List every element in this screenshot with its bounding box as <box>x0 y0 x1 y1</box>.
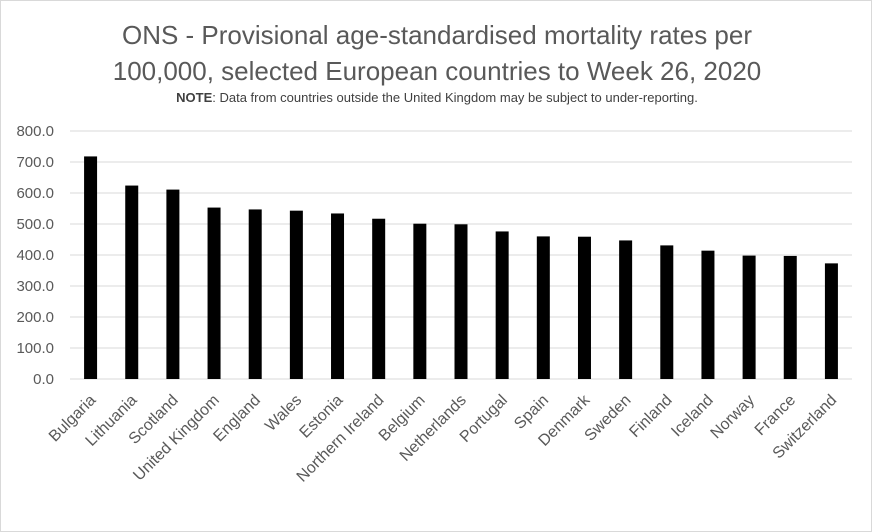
y-tick-label: 700.0 <box>16 154 54 171</box>
bar <box>619 240 633 379</box>
bar <box>660 245 674 379</box>
note-label: NOTE <box>176 90 213 105</box>
bar <box>742 255 756 379</box>
bar <box>454 224 468 379</box>
bar <box>783 255 797 379</box>
bar <box>248 209 262 379</box>
chart-note: NOTE: Data from countries outside the Un… <box>1 90 872 105</box>
y-tick-label: 800.0 <box>16 123 54 140</box>
y-tick-label: 500.0 <box>16 216 54 233</box>
chart-title-line-2: 100,000, selected European countries to … <box>112 56 762 86</box>
bar <box>536 236 550 379</box>
bar <box>413 223 427 379</box>
bar <box>331 213 345 379</box>
bar <box>701 250 715 379</box>
y-tick-label: 200.0 <box>16 309 54 326</box>
bar <box>372 218 386 379</box>
note-text: : Data from countries outside the United… <box>212 90 698 105</box>
bar <box>125 185 139 379</box>
bar <box>495 231 509 379</box>
bar <box>824 263 838 379</box>
y-tick-label: 100.0 <box>16 340 54 357</box>
bar <box>577 236 591 379</box>
chart-title-line-1: ONS - Provisional age-standardised morta… <box>121 20 753 50</box>
y-tick-label: 0.0 <box>33 371 54 388</box>
y-tick-label: 400.0 <box>16 247 54 264</box>
y-tick-label: 300.0 <box>16 278 54 295</box>
bar <box>84 156 98 379</box>
x-tick-label: Finland <box>626 392 675 441</box>
bar <box>166 189 180 379</box>
x-tick-label: Sweden <box>582 392 635 445</box>
y-tick-label: 600.0 <box>16 185 54 202</box>
x-tick-label: Norway <box>708 392 758 442</box>
bar <box>207 207 221 379</box>
bar <box>289 210 303 379</box>
